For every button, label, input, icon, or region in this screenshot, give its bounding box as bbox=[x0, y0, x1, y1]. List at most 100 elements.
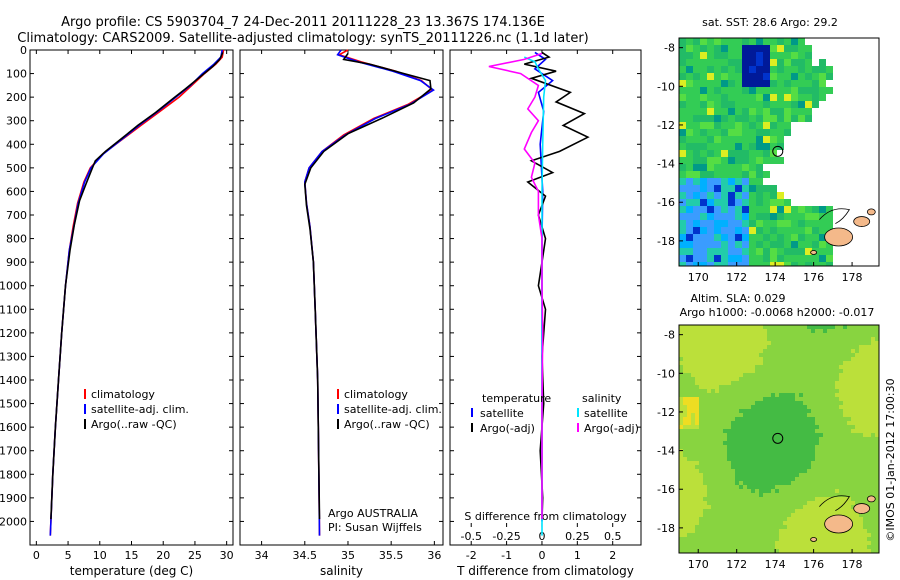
sla-pixel bbox=[791, 377, 795, 381]
sla-pixel bbox=[763, 517, 767, 521]
sst-pixel bbox=[679, 143, 686, 150]
sla-pixel bbox=[783, 333, 787, 337]
sla-pixel bbox=[819, 373, 823, 377]
sla-pixel bbox=[779, 537, 783, 541]
sla-pixel bbox=[707, 465, 711, 469]
sla-pixel bbox=[799, 345, 803, 349]
x2-tick-label: -0.25 bbox=[492, 530, 520, 543]
sla-pixel bbox=[743, 333, 747, 337]
sla-pixel bbox=[731, 485, 735, 489]
sla-pixel bbox=[743, 493, 747, 497]
sla-pixel bbox=[759, 513, 763, 517]
sla-pixel bbox=[743, 525, 747, 529]
sla-pixel bbox=[723, 345, 727, 349]
sst-pixel bbox=[770, 192, 777, 199]
temperature-frame bbox=[29, 49, 234, 546]
salinity-xtick-label: 34.5 bbox=[293, 549, 318, 562]
sla-pixel bbox=[747, 437, 751, 441]
sla-pixel bbox=[747, 493, 751, 497]
legend-label: climatology bbox=[344, 388, 408, 401]
sla-pixel bbox=[751, 469, 755, 473]
sla-pixel bbox=[691, 533, 695, 537]
sla-pixel bbox=[811, 433, 815, 437]
sla-pixel bbox=[699, 517, 703, 521]
sla-pixel bbox=[679, 325, 683, 329]
sla-pixel bbox=[739, 405, 743, 409]
sla-pixel bbox=[679, 389, 683, 393]
sla-pixel bbox=[727, 421, 731, 425]
sst-pixel bbox=[756, 227, 763, 234]
sst-pixel bbox=[819, 255, 826, 262]
sla-pixel bbox=[871, 525, 875, 529]
sla-pixel bbox=[819, 437, 823, 441]
sla-pixel bbox=[747, 441, 751, 445]
sla-pixel bbox=[683, 489, 687, 493]
sla-pixel bbox=[747, 509, 751, 513]
sla-pixel bbox=[831, 417, 835, 421]
sst-pixel bbox=[777, 45, 784, 52]
depth-tick-label: 100 bbox=[6, 68, 27, 81]
sla-pixel bbox=[711, 545, 715, 549]
sla-pixel bbox=[843, 389, 847, 393]
sla-pixel bbox=[799, 437, 803, 441]
sst-pixel bbox=[679, 87, 686, 94]
sst-pixel bbox=[777, 115, 784, 122]
sla-pixel bbox=[875, 421, 879, 425]
sla-pixel bbox=[795, 521, 799, 525]
sst-pixel bbox=[735, 122, 742, 129]
sst-pixel bbox=[686, 129, 693, 136]
sst-pixel bbox=[756, 129, 763, 136]
sla-pixel bbox=[763, 497, 767, 501]
sla-pixel bbox=[827, 501, 831, 505]
sst-pixel bbox=[763, 136, 770, 143]
sla-pixel bbox=[787, 349, 791, 353]
sla-pixel bbox=[803, 353, 807, 357]
sla-pixel bbox=[707, 425, 711, 429]
sla-pixel bbox=[767, 497, 771, 501]
sla-pixel bbox=[859, 413, 863, 417]
sla-pixel bbox=[687, 385, 691, 389]
sla-pixel bbox=[755, 481, 759, 485]
sla-pixel bbox=[835, 457, 839, 461]
sla-pixel bbox=[747, 525, 751, 529]
sla-pixel bbox=[691, 401, 695, 405]
sla-pixel bbox=[739, 521, 743, 525]
sla-pixel bbox=[759, 481, 763, 485]
sla-pixel bbox=[739, 493, 743, 497]
sst-pixel bbox=[721, 66, 728, 73]
sla-pixel bbox=[783, 445, 787, 449]
sla-pixel bbox=[807, 433, 811, 437]
sla-pixel bbox=[843, 417, 847, 421]
sst-pixel bbox=[819, 206, 826, 213]
sla-pixel bbox=[691, 373, 695, 377]
sla-pixel bbox=[715, 489, 719, 493]
sla-pixel bbox=[835, 341, 839, 345]
sla-pixel bbox=[839, 353, 843, 357]
sst-pixel bbox=[763, 101, 770, 108]
sla-pixel bbox=[795, 433, 799, 437]
sla-pixel bbox=[823, 449, 827, 453]
sla-pixel bbox=[703, 373, 707, 377]
sla-pixel bbox=[839, 493, 843, 497]
sla-pixel bbox=[843, 545, 847, 549]
sla-pixel bbox=[803, 393, 807, 397]
sla-pixel bbox=[759, 445, 763, 449]
sla-pixel bbox=[851, 541, 855, 545]
sla-pixel bbox=[819, 349, 823, 353]
sst-pixel bbox=[819, 234, 826, 241]
sla-pixel bbox=[723, 389, 727, 393]
sst-pixel bbox=[735, 171, 742, 178]
sla-pixel bbox=[819, 365, 823, 369]
sla-pixel bbox=[751, 457, 755, 461]
sla-pixel bbox=[831, 493, 835, 497]
sla-pixel bbox=[799, 485, 803, 489]
sla-pixel bbox=[759, 489, 763, 493]
sla-pixel bbox=[687, 521, 691, 525]
sla-pixel bbox=[863, 337, 867, 341]
sla-pixel bbox=[799, 365, 803, 369]
sla-pixel bbox=[795, 405, 799, 409]
sla-pixel bbox=[851, 421, 855, 425]
sla-pixel bbox=[767, 345, 771, 349]
sla-pixel bbox=[823, 473, 827, 477]
sla-pixel bbox=[811, 421, 815, 425]
